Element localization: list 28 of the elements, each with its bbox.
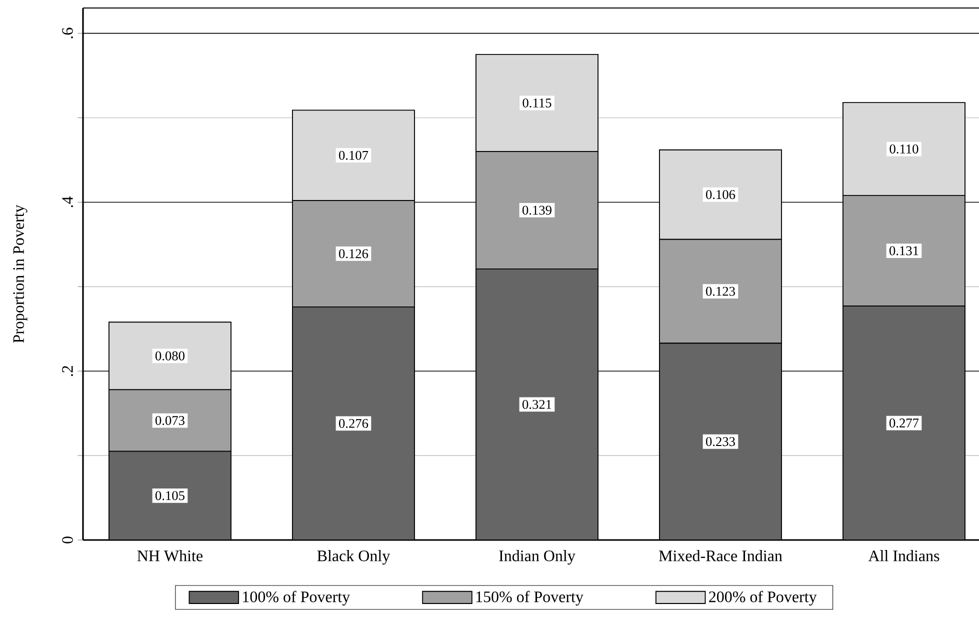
data-label: 0.277 — [889, 418, 919, 428]
data-label: 0.123 — [706, 286, 735, 296]
y-tick-label: .6 — [62, 28, 73, 38]
data-label: 0.115 — [522, 98, 552, 108]
data-label: 0.276 — [338, 418, 368, 428]
y-tick-label: .2 — [62, 366, 73, 376]
y-axis-title: Proportion in Poverty — [13, 204, 28, 343]
data-label: 0.106 — [706, 190, 736, 200]
data-label: 0.105 — [155, 491, 184, 500]
legend-label: 200% of Poverty — [709, 590, 817, 606]
data-label: 0.321 — [522, 400, 552, 409]
data-label: 0.110 — [890, 144, 918, 154]
y-tick-label: .4 — [62, 196, 73, 208]
data-label: 0.107 — [338, 150, 368, 160]
data-label: 0.080 — [155, 351, 184, 360]
x-tick-label: All Indians — [868, 550, 940, 562]
x-tick-label: Mixed-Race Indian — [658, 550, 782, 562]
x-tick-label: Black Only — [317, 550, 390, 565]
data-label: 0.073 — [155, 416, 184, 426]
data-label: 0.139 — [522, 206, 552, 215]
x-tick-label: NH White — [137, 550, 203, 562]
x-tick-label: Indian Only — [499, 550, 576, 565]
y-tick-label: 0 — [62, 536, 73, 544]
data-label: 0.233 — [706, 437, 735, 446]
data-label: 0.126 — [338, 249, 368, 258]
legend-label: 150% of Poverty — [476, 590, 584, 606]
data-label: 0.131 — [889, 246, 918, 256]
legend-label: 100% of Poverty — [243, 590, 350, 606]
